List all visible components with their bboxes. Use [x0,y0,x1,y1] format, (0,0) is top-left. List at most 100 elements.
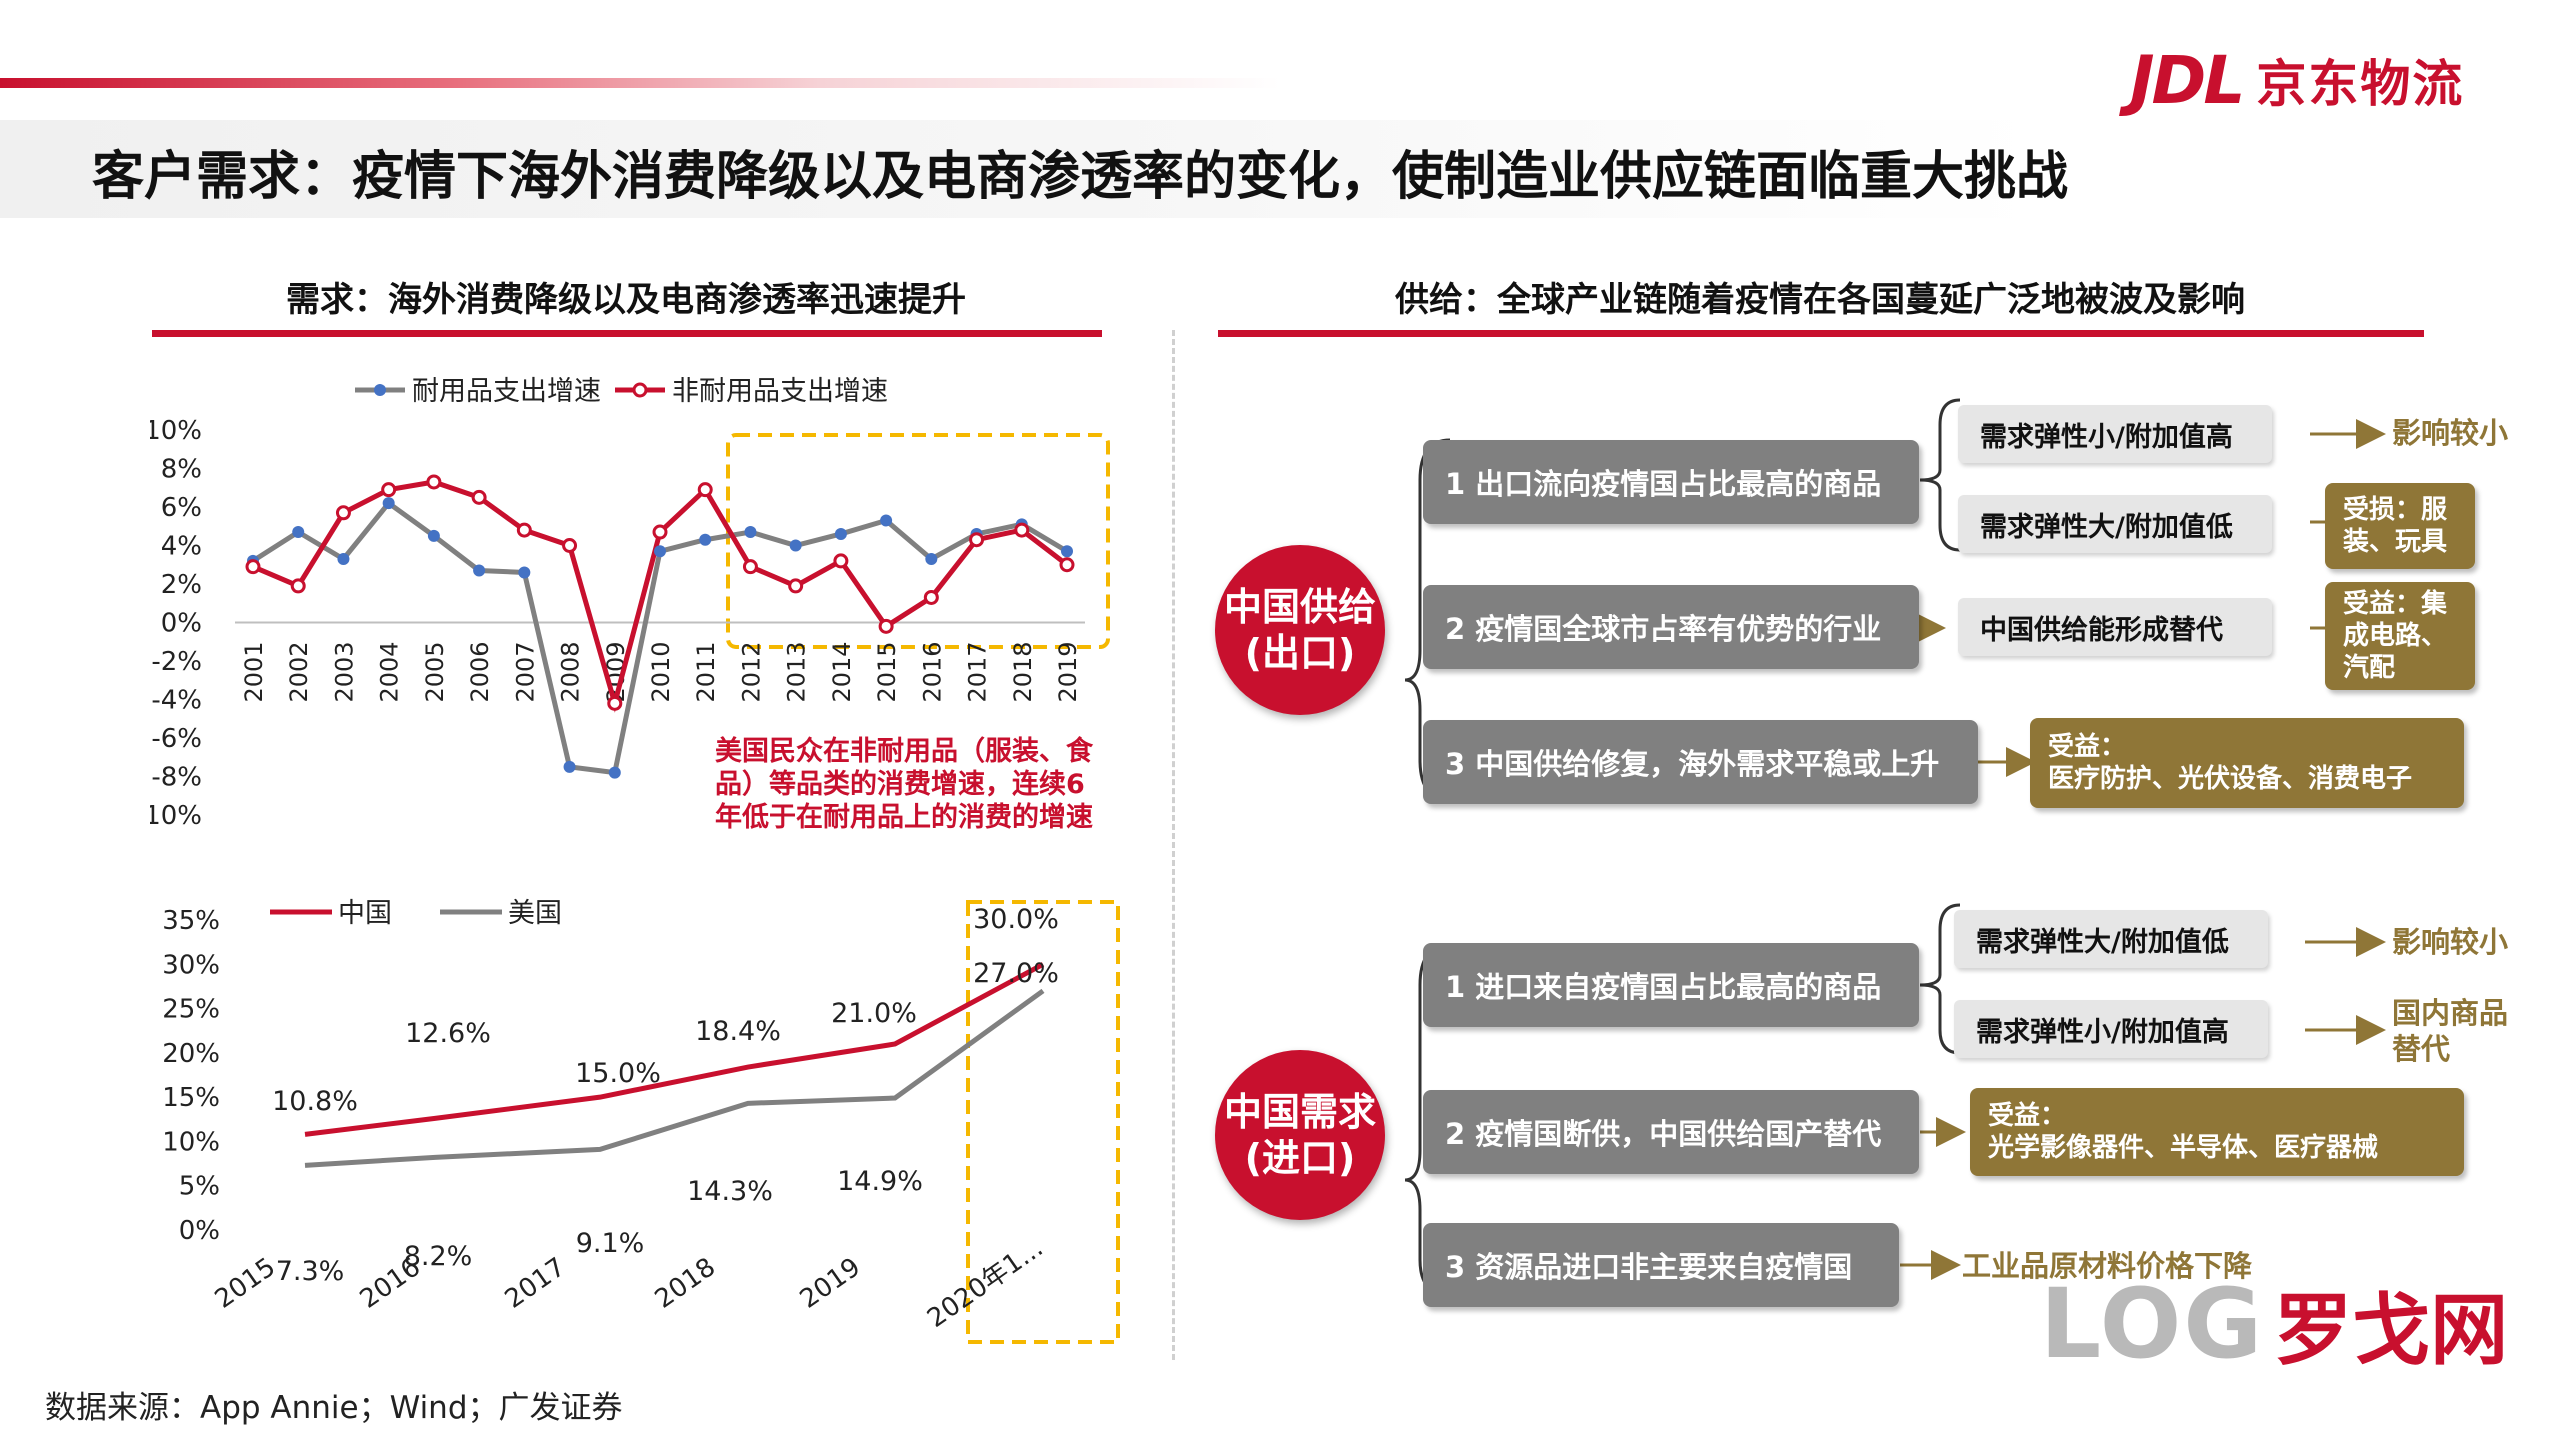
data-label-china: 21.0% [831,998,917,1029]
supply-item-3: 3 中国供给修复，海外需求平稳或上升 [1423,720,1978,804]
data-label-us: 14.3% [687,1176,773,1207]
point-nondurable [562,538,578,553]
y-tick-label: 15% [162,1083,220,1113]
y-tick-label: 5% [179,1172,220,1202]
y-tick-label: 4% [161,532,202,562]
annotation-line-2: 品）等品类的消费增速，连续6 [715,768,1085,800]
supply-item-2: 2 疫情国全球市占率有优势的行业 [1423,585,1919,669]
y-tick-label: 20% [162,1039,220,1069]
demand-result-1b: 国内商品 替代 [2392,996,2509,1066]
point-nondurable [878,618,894,634]
demand-brace [1404,903,1961,1297]
point-nondurable [833,553,849,569]
y-tick-label: -8% [151,763,202,793]
data-label-us: 7.3% [276,1256,345,1287]
demand-circle-title: 中国需求 [1223,1090,1376,1134]
point-durable [789,539,802,552]
data-label-china: 10.8% [272,1086,358,1117]
x-tick-label: 2007 [511,641,539,702]
supply-result-1a: 影响较小 [2392,416,2509,450]
data-label-china: 15.0% [575,1058,661,1089]
series-line-china [304,962,1045,1137]
legend-2: 中国 美国 [270,898,562,929]
right-section-title: 供给：全球产业链随着疫情在各国蔓延广泛地被波及影响 [1395,280,2245,320]
supply-brace [1404,398,1961,802]
point-nondurable [290,578,306,594]
annotation-line-3: 年低于在耐用品上的消费的增速 [715,801,1093,833]
legend-label-durable: 耐用品支出增速 [412,376,601,407]
supply-circle: 中国供给 (出口) [1215,545,1385,715]
demand-item-1: 1 进口来自疫情国占比最高的商品 [1423,943,1919,1027]
x-tick-label: 2015 [210,1252,281,1315]
point-nondurable [426,474,442,490]
y-tick-label: 6% [161,493,202,523]
point-nondurable [516,522,532,538]
point-durable [1061,545,1073,558]
supply-sub-1b: 需求弹性大/附加值低 [1958,495,2272,553]
point-nondurable [969,532,985,548]
x-tick-label: 2005 [421,641,449,702]
supply-sub-2: 中国供给能形成替代 [1958,598,2272,656]
legend-marker-durable [374,384,386,396]
spending-growth-chart: 耐用品支出增速 非耐用品支出增速 10% 8% 6% 4% 2% 0% -2% -4% -6% -… [150,376,1110,833]
point-durable [473,564,486,577]
x-tick-label: 2016 [918,641,946,702]
y-tick-label: -2% [151,647,202,677]
point-nondurable [1014,522,1030,538]
x-tick-label: 2018 [650,1252,721,1315]
left-section-bar [152,330,1102,337]
page-title: 客户需求：疫情下海外消费降级以及电商渗透率的变化，使制造业供应链面临重大挑战 [92,147,2069,207]
demand-result-3: 工业品原材料价格下降 [1962,1249,2253,1283]
x-tick-label: 2001 [240,641,268,702]
y-tick-label: 10% [162,1127,220,1157]
annotation-line-1: 美国民众在非耐用品（服装、食 [715,735,1094,767]
legend-label-nondurable: 非耐用品支出增速 [672,376,888,407]
supply-result-2: 受益：集 成电路、 汽配 [2325,582,2475,690]
point-nondurable [923,589,939,605]
supply-item-1: 1 出口流向疫情国占比最高的商品 [1423,440,1919,524]
y-tick-label: 0% [161,609,202,639]
point-nondurable [381,482,397,498]
series-line-durable [251,499,1069,776]
x-tick-label: 2012 [737,641,765,702]
y-tick-label: 10% [150,416,202,446]
x-tick-label: 2013 [783,641,811,702]
demand-sub-1b: 需求弹性小/附加值高 [1954,1000,2268,1058]
data-label-china: 18.4% [695,1016,781,1047]
point-durable [427,529,440,542]
point-nondurable [742,559,758,575]
supply-sub-1a: 需求弹性小/附加值高 [1958,405,2272,463]
section-divider [1172,330,1175,1360]
brand-logo: JDL 京东物流 [2130,40,2464,120]
y-tick-label: 2% [161,570,202,600]
data-label-us: 14.9% [837,1166,923,1197]
point-durable [382,497,395,510]
title-band [0,120,2040,218]
x-tick-label: 2003 [330,641,358,702]
demand-item-2: 2 疫情国断供，中国供给国产替代 [1423,1090,1919,1174]
point-durable [699,533,712,546]
x-tick-label: 2020年1... [922,1233,1049,1334]
data-label-china: 12.6% [405,1018,491,1049]
point-durable [654,545,666,558]
legend-label-us: 美国 [508,898,562,929]
demand-result-1a: 影响较小 [2392,925,2509,959]
watermark-log: LOG [2040,1268,2265,1380]
y-tick-label: 35% [162,906,220,936]
legend-label-china: 中国 [338,898,392,929]
jdl-logo-mark: JDL [2130,41,2245,119]
x-tick-label: 2008 [557,641,585,702]
supply-result-1b: 受损：服 装、玩具 [2325,483,2475,569]
point-nondurable [471,489,487,505]
supply-result-3: 受益： 医疗防护、光伏设备、消费电子 [2030,718,2464,808]
point-durable [744,526,757,539]
data-label-china: 30.0% [973,904,1059,935]
y-tick-label: 0% [179,1216,220,1246]
series-line-us [304,988,1045,1168]
y-tick-label: -6% [151,724,202,754]
demand-circle-subtitle: (进口) [1244,1136,1356,1180]
demand-sub-1a: 需求弹性大/附加值低 [1954,910,2268,968]
x-tick-label: 2014 [828,641,856,702]
x-tick-label: 2018 [1009,641,1037,702]
y-tick-label: 25% [162,995,220,1025]
